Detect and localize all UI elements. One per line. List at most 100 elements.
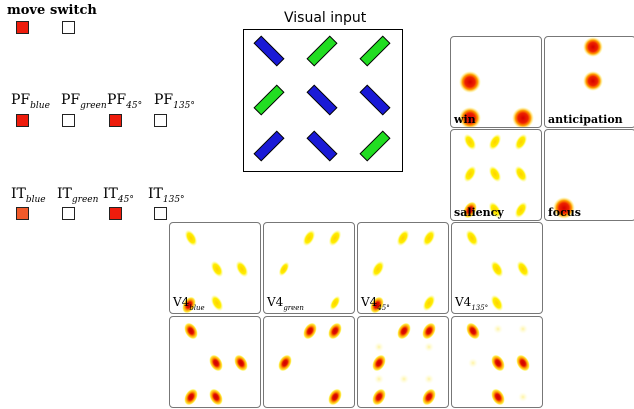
blob <box>463 201 477 219</box>
blob <box>516 354 530 372</box>
blob <box>488 165 502 183</box>
blob <box>514 201 528 219</box>
pf-135-indicator <box>154 114 167 127</box>
blob <box>512 107 534 127</box>
blob <box>328 388 342 406</box>
blob <box>182 296 196 313</box>
blob <box>235 260 249 278</box>
v4-blue-lower-heatmap <box>184 322 248 406</box>
win-heatmap <box>459 71 534 127</box>
blob <box>514 165 528 183</box>
visual-input-canvas <box>253 35 391 162</box>
bar-blue-135 <box>306 84 338 116</box>
blob <box>209 388 223 406</box>
blob <box>234 354 248 372</box>
v4-135-lower-heatmap <box>466 322 530 406</box>
blob <box>422 294 436 312</box>
v4-blue-lower-panel <box>169 316 261 408</box>
win-label: win <box>454 113 476 126</box>
blob <box>374 374 384 384</box>
v4-blue-label: V4blue <box>173 295 205 312</box>
saliency-label: saliency <box>454 206 504 219</box>
win-map-panel: win <box>450 36 542 128</box>
blob <box>329 295 341 311</box>
pf-45-indicator <box>109 114 122 127</box>
bar-green-135 <box>359 130 391 162</box>
blob <box>184 388 198 406</box>
blob <box>397 322 411 340</box>
pf-45-label: PF45° <box>107 92 143 111</box>
blob <box>399 374 409 384</box>
bar-blue-135 <box>306 130 338 162</box>
it-45-indicator <box>109 207 122 220</box>
saliency-map-panel: saliency <box>450 129 542 221</box>
it-135-label: IT135° <box>148 186 185 205</box>
pf-green-label: PFgreen <box>61 92 107 111</box>
v4-green-label: V4green <box>267 295 304 312</box>
blob <box>372 388 386 406</box>
bar-blue-45 <box>253 130 285 162</box>
v4-blue-panel: V4blue <box>169 222 261 314</box>
blob <box>459 71 481 93</box>
blob <box>328 322 342 340</box>
v4-blue-heatmap <box>182 229 249 313</box>
switch-label: switch <box>50 3 97 18</box>
v4-green-lower-panel <box>263 316 355 408</box>
v4-45-heatmap <box>370 229 436 313</box>
blob <box>184 322 198 340</box>
blob <box>374 342 384 352</box>
blob <box>372 354 386 372</box>
it-blue-label: ITblue <box>11 186 46 205</box>
anticipation-label: anticipation <box>548 113 623 126</box>
blob <box>184 229 198 247</box>
blob <box>465 229 479 247</box>
blob <box>370 296 384 313</box>
focus-label: focus <box>548 206 581 219</box>
blob <box>396 229 410 247</box>
blob <box>583 71 603 91</box>
blob <box>278 354 292 372</box>
blob <box>303 322 317 340</box>
v4-45-panel: V445° <box>357 222 449 314</box>
blob <box>490 260 504 278</box>
blob <box>210 294 224 312</box>
bar-blue-135 <box>359 84 391 116</box>
pf-blue-indicator <box>16 114 29 127</box>
it-green-indicator <box>62 207 75 220</box>
v4-135-lower-panel <box>451 316 543 408</box>
v4-135-label: V4135° <box>455 295 489 312</box>
v4-45-label: V445° <box>361 295 390 312</box>
bar-blue-135 <box>253 35 285 67</box>
switch-indicator <box>62 21 75 34</box>
blob <box>583 37 603 57</box>
bar-green-45 <box>253 84 285 116</box>
blob <box>490 294 504 312</box>
saliency-heatmap <box>463 133 528 219</box>
pf-blue-label: PFblue <box>11 92 50 111</box>
blob <box>518 392 528 402</box>
it-green-label: ITgreen <box>57 186 99 205</box>
v4-135-panel: V4135° <box>451 222 543 314</box>
blob <box>422 388 436 406</box>
blob <box>424 374 434 384</box>
visual-input-frame <box>243 29 403 172</box>
blob <box>514 133 528 151</box>
blob <box>493 324 503 334</box>
v4-green-panel: V4green <box>263 222 355 314</box>
visual-input-title: Visual input <box>284 10 367 26</box>
v4-green-heatmap <box>278 229 342 311</box>
move-indicator <box>16 21 29 34</box>
blob <box>422 322 436 340</box>
bar-green-45 <box>306 35 338 67</box>
it-blue-indicator <box>16 207 29 220</box>
anticipation-heatmap <box>583 37 603 91</box>
blob <box>468 358 478 368</box>
blob <box>422 229 436 247</box>
v4-green-lower-heatmap <box>278 322 342 406</box>
blob <box>553 197 575 219</box>
blob <box>488 133 502 151</box>
v4-45-lower-panel <box>357 316 449 408</box>
v4-45-lower-heatmap <box>372 322 436 406</box>
blob <box>516 260 530 278</box>
blob <box>488 201 502 219</box>
